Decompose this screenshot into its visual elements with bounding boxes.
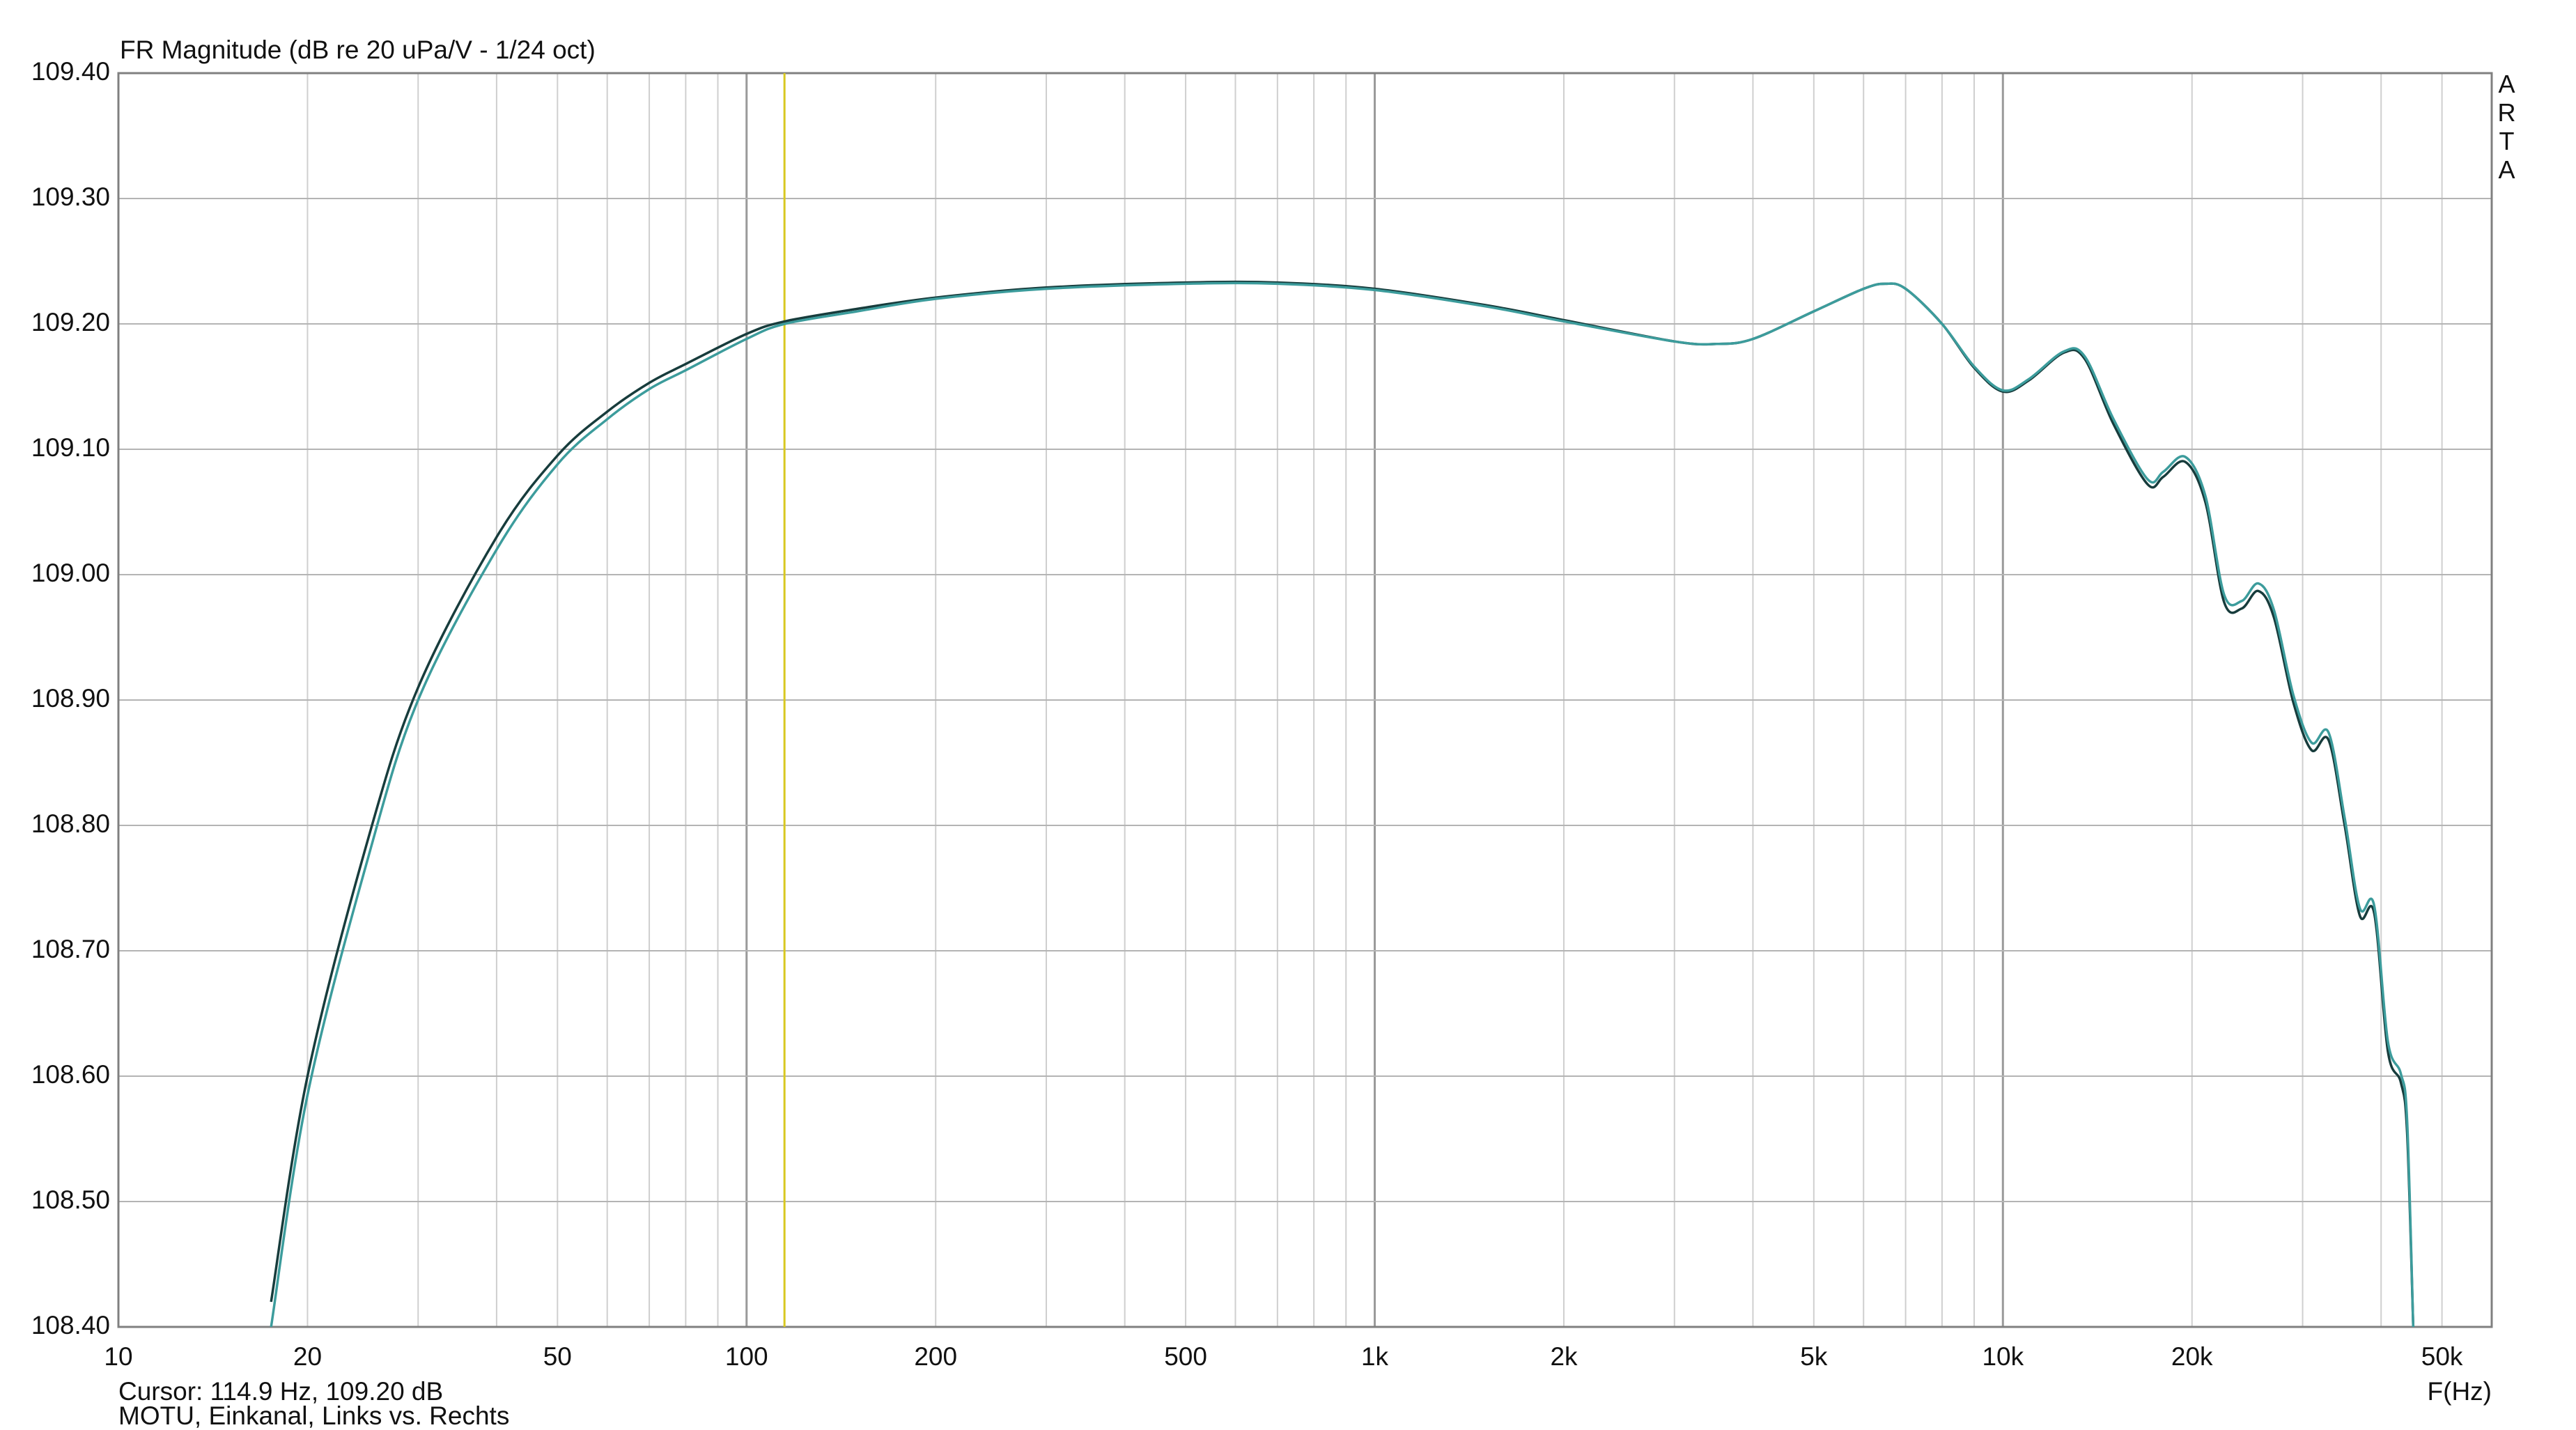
- x-tick-label: 10: [104, 1342, 132, 1371]
- y-tick-label: 108.90: [31, 684, 110, 713]
- y-tick-label: 108.60: [31, 1060, 110, 1089]
- x-tick-label: 50k: [2421, 1342, 2463, 1371]
- x-tick-label: 1k: [1361, 1342, 1389, 1371]
- y-tick-label: 108.80: [31, 809, 110, 838]
- y-tick-label: 109.20: [31, 308, 110, 336]
- y-tick-label: 109.30: [31, 182, 110, 211]
- x-tick-label: 20k: [2171, 1342, 2213, 1371]
- x-tick-label: 500: [1164, 1342, 1207, 1371]
- x-axis-label: F(Hz): [2428, 1377, 2492, 1406]
- watermark: ARTA: [2492, 70, 2521, 184]
- y-tick-label: 109.00: [31, 559, 110, 587]
- data-line: [270, 281, 2415, 1327]
- plot-frame: [117, 72, 2493, 1328]
- x-tick-label: 5k: [1800, 1342, 1828, 1371]
- x-tick-label: 100: [725, 1342, 768, 1371]
- y-tick-label: 109.40: [31, 57, 110, 86]
- x-tick-label: 20: [293, 1342, 322, 1371]
- chart-title: FR Magnitude (dB re 20 uPa/V - 1/24 oct): [120, 36, 596, 64]
- data-line: [270, 280, 2415, 1327]
- x-tick-label: 10k: [1982, 1342, 2024, 1371]
- y-tick-label: 109.10: [31, 433, 110, 462]
- x-tick-label: 2k: [1550, 1342, 1578, 1371]
- x-tick-label: 200: [914, 1342, 957, 1371]
- footer: MOTU, Einkanal, Links vs. Rechts: [118, 1401, 509, 1430]
- y-tick-label: 108.40: [31, 1311, 110, 1339]
- y-tick-label: 108.70: [31, 935, 110, 963]
- plot-area: [270, 280, 2415, 1327]
- y-tick-label: 108.50: [31, 1186, 110, 1214]
- cursor-readout: Cursor: 114.9 Hz, 109.20 dB: [118, 1377, 443, 1406]
- x-tick-label: 50: [543, 1342, 572, 1371]
